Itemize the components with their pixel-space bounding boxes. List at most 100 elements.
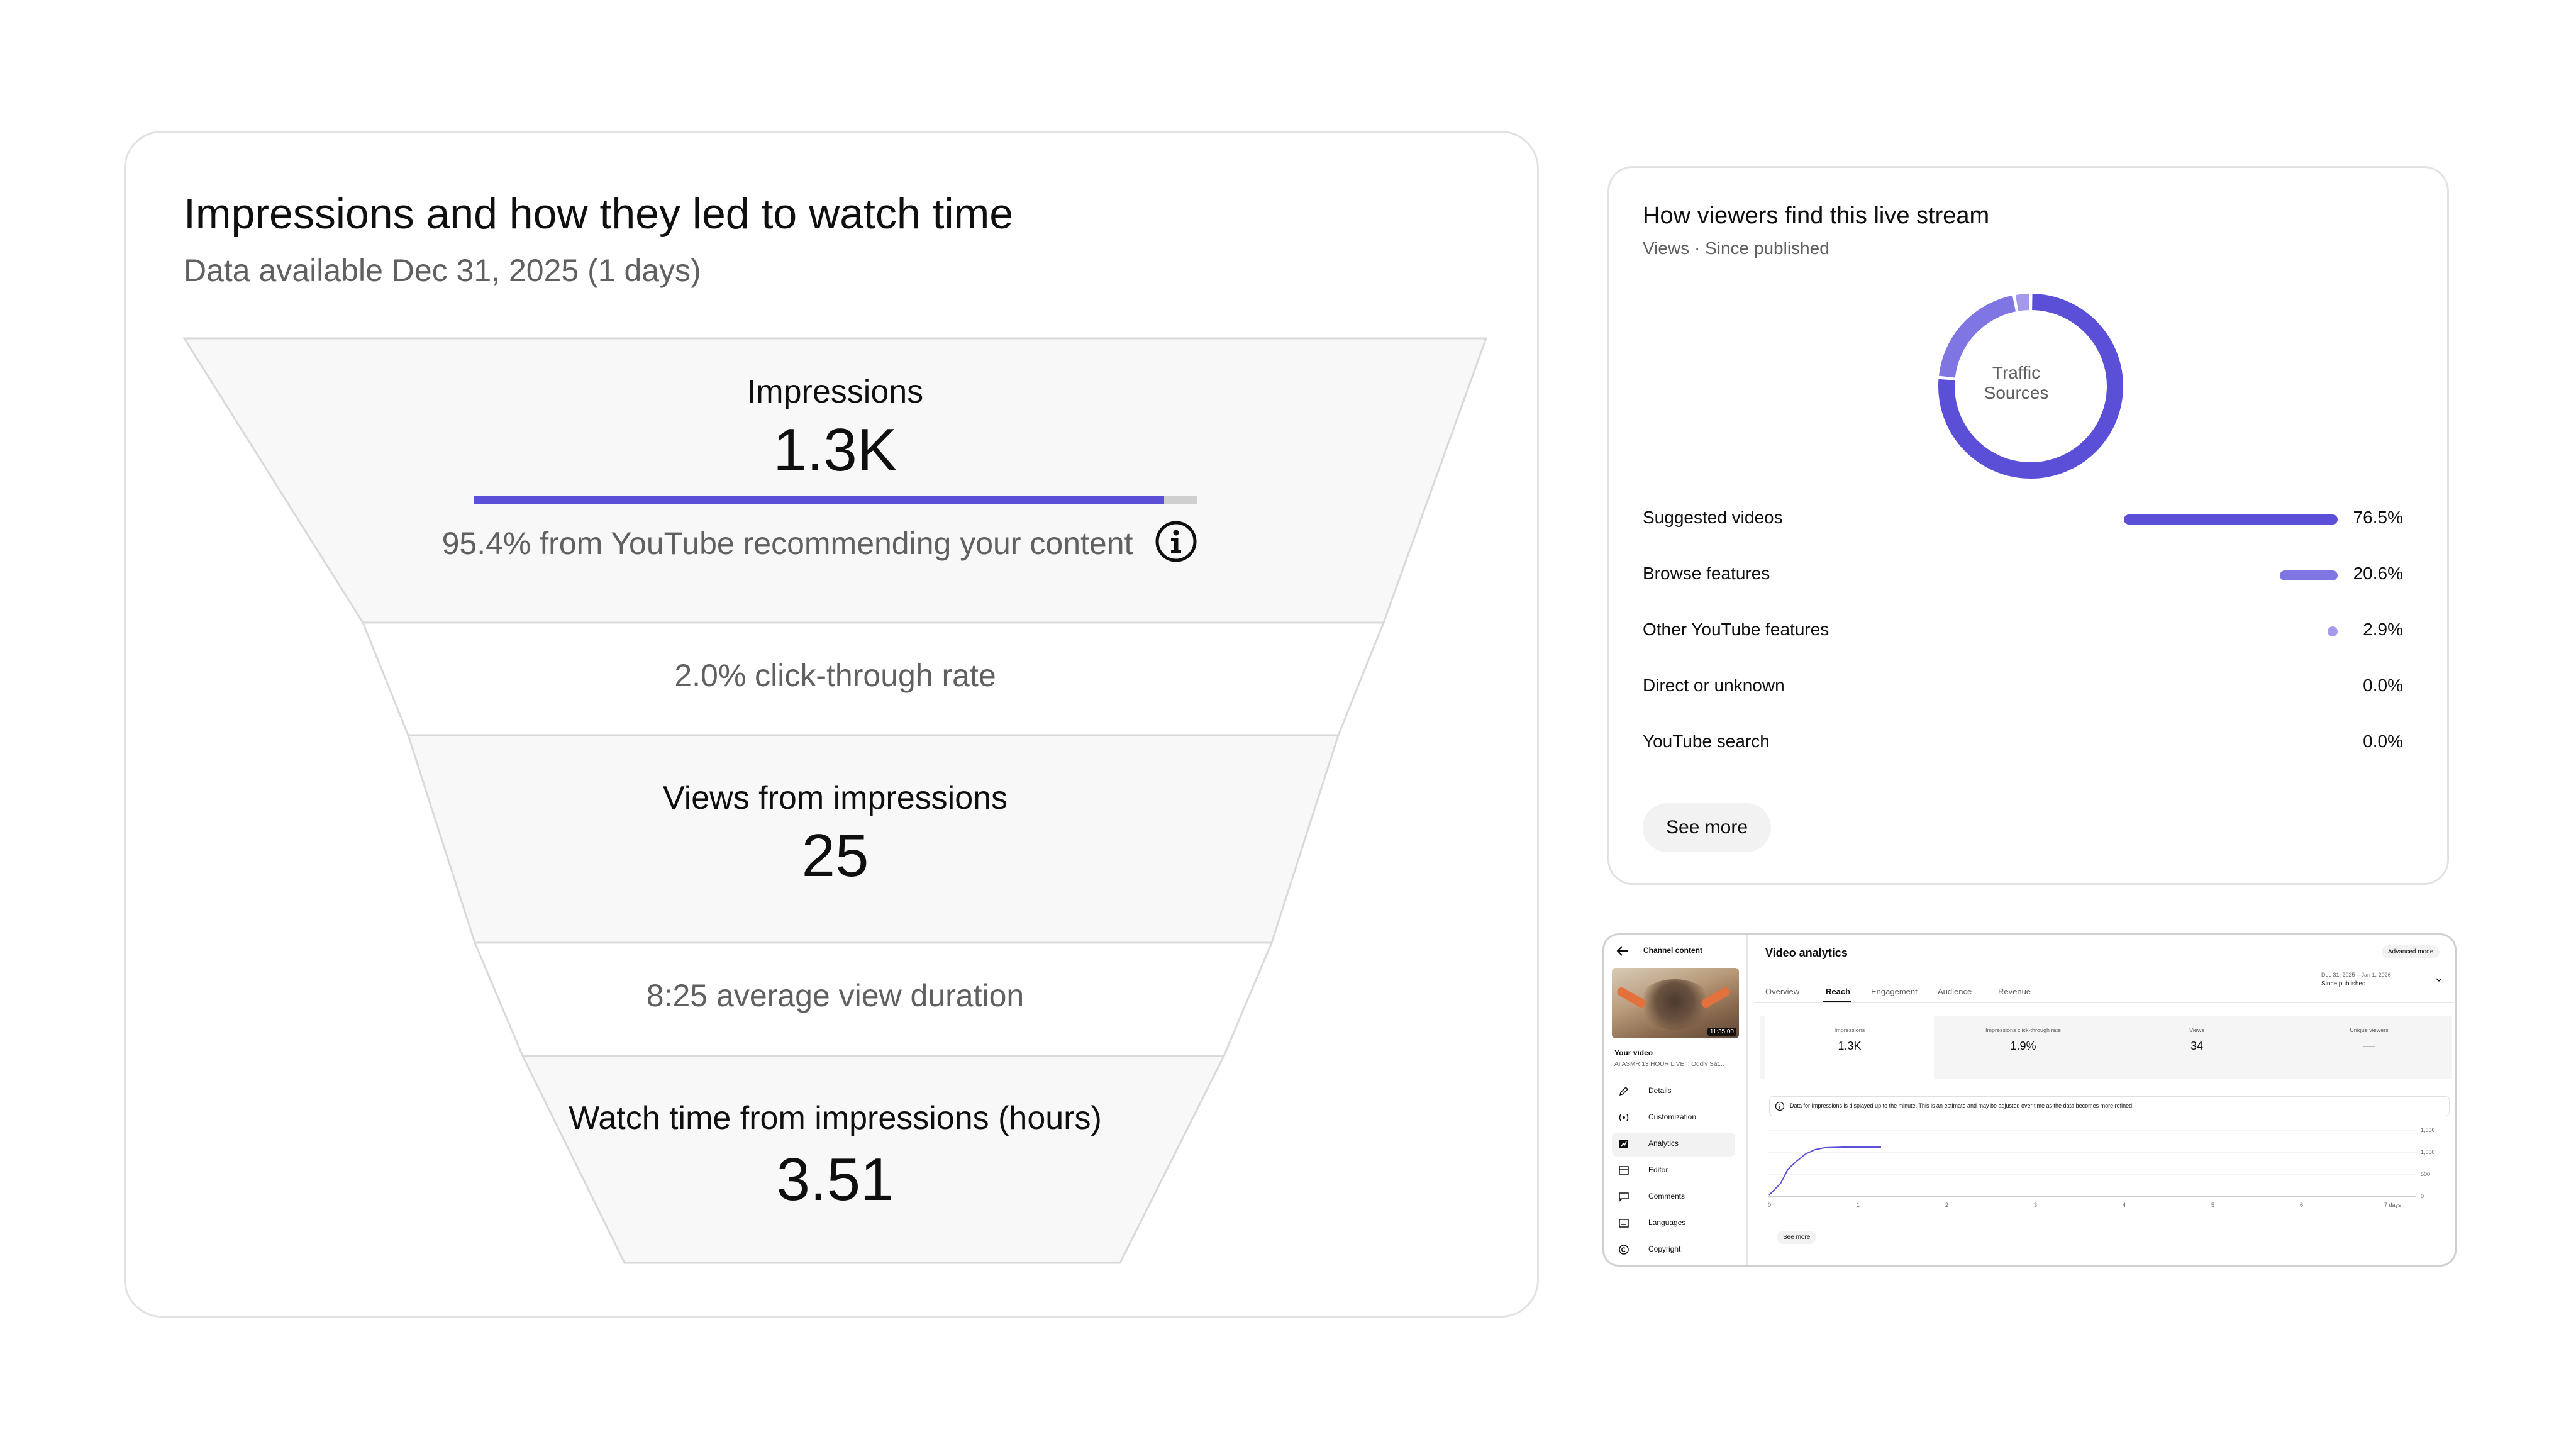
sidebar-item-label: Languages <box>1648 1218 1686 1227</box>
subtitles-icon <box>1619 1219 1629 1228</box>
comments-icon <box>1619 1192 1629 1202</box>
video-analytics-preview: Channel content 11:35:00 Your video AI A… <box>1602 933 2457 1267</box>
mini-see-more-button[interactable]: See more <box>1777 1231 1817 1244</box>
sidebar-item-label: Comments <box>1648 1192 1685 1201</box>
traffic-source-label: Other YouTube features <box>1643 619 1829 639</box>
metric-card[interactable]: Impressions 1.3K <box>1765 1016 1934 1079</box>
sidebar-item-editor[interactable]: Editor <box>1612 1159 1735 1183</box>
x-tick-label: 3 <box>2034 1202 2037 1208</box>
notice-text: Data for Impressions is displayed up to … <box>1790 1102 2134 1109</box>
chevron-down-icon[interactable] <box>2434 975 2443 984</box>
impressions-funnel-card: Impressions and how they led to watch ti… <box>124 131 1539 1318</box>
donut-label-line-1: Traffic <box>1992 363 2041 382</box>
metric-value: 1.3K <box>1838 1040 1862 1052</box>
traffic-source-bar <box>2328 626 2338 636</box>
donut-slice <box>1938 295 2016 378</box>
recommended-share-fill <box>474 496 1164 504</box>
sidebar-item-copyright[interactable]: Copyright <box>1612 1238 1735 1262</box>
tab-overview[interactable]: Overview <box>1765 987 1800 996</box>
recommended-share-text: 95.4% from YouTube recommending your con… <box>441 526 1133 561</box>
x-tick-label: 0 <box>1768 1202 1771 1208</box>
metric-card[interactable]: Impressions click-through rate 1.9% <box>1939 1016 2107 1079</box>
donut-slice <box>1938 294 2123 479</box>
traffic-source-pct: 76.5% <box>2353 508 2403 527</box>
advanced-mode-button[interactable]: Advanced mode <box>2382 945 2440 958</box>
traffic-source-pct: 0.0% <box>2363 675 2403 695</box>
watch-time-label: Watch time from impressions (hours) <box>569 1100 1102 1136</box>
sidebar-item-label: Analytics <box>1648 1139 1679 1148</box>
date-range-sub[interactable]: Since published <box>2321 980 2366 987</box>
x-tick-label: 5 <box>2211 1202 2214 1208</box>
traffic-source-label: Browse features <box>1643 564 1770 583</box>
metric-card[interactable]: Views 34 <box>2112 1016 2281 1079</box>
sidebar-item-customization[interactable]: Customization <box>1612 1106 1735 1130</box>
metric-label: Impressions <box>1834 1027 1865 1033</box>
views-label: Views from impressions <box>662 780 1008 816</box>
sidebar-item-label: Copyright <box>1648 1245 1681 1253</box>
metric-value: — <box>2363 1040 2375 1052</box>
traffic-source-bar <box>2280 570 2338 580</box>
donut-label-line-2: Sources <box>1984 383 2049 402</box>
active-tab-indicator <box>1823 1001 1851 1002</box>
metric-value: 1.9% <box>2010 1040 2036 1052</box>
tab-reach[interactable]: Reach <box>1826 987 1851 996</box>
traffic-subtitle: Views · Since published <box>1643 238 1829 258</box>
editor-icon <box>1619 1166 1629 1175</box>
x-tick-label: 7 days <box>2384 1202 2401 1208</box>
copyright-icon <box>1619 1245 1629 1255</box>
pencil-icon <box>1619 1086 1629 1096</box>
sidebar-item-label: Customization <box>1648 1113 1697 1121</box>
y-tick-label: 500 <box>2421 1171 2430 1177</box>
thumbnail-duration: 11:35:00 <box>1707 1028 1736 1036</box>
tab-audience[interactable]: Audience <box>1938 987 1972 996</box>
video-thumbnail[interactable]: 11:35:00 <box>1612 968 1739 1038</box>
see-more-button[interactable]: See more <box>1643 803 1771 852</box>
sidebar-item-label: Editor <box>1648 1165 1668 1174</box>
info-icon <box>1775 1101 1785 1111</box>
traffic-source-label: Suggested videos <box>1643 508 1783 527</box>
channel-content-link[interactable]: Channel content <box>1643 946 1703 955</box>
traffic-source-bar <box>2124 514 2338 525</box>
metric-label: Impressions click-through rate <box>1985 1027 2062 1033</box>
donut-slice <box>2015 294 2030 311</box>
views-value: 25 <box>801 822 869 889</box>
x-tick-label: 4 <box>2123 1202 2126 1208</box>
your-video-label: Your video <box>1614 1048 1653 1057</box>
tab-revenue[interactable]: Revenue <box>1998 987 2031 996</box>
sidebar-item-analytics[interactable]: Analytics <box>1612 1133 1735 1157</box>
traffic-source-pct: 0.0% <box>2363 731 2403 751</box>
video-title: AI ASMR 13 HOUR LIVE :: Oddly Sat... <box>1614 1061 1724 1068</box>
traffic-source-pct: 20.6% <box>2353 564 2403 583</box>
y-tick-label: 0 <box>2421 1193 2424 1199</box>
chart-gridlines <box>1768 1130 2416 1197</box>
traffic-sources-card: How viewers find this live stream Views … <box>1607 166 2449 885</box>
metric-card[interactable]: Unique viewers — <box>2286 1016 2452 1079</box>
tabs-divider <box>1755 1002 2453 1003</box>
x-tick-label: 6 <box>2300 1202 2303 1208</box>
y-tick-label: 1,000 <box>2421 1149 2435 1155</box>
sidebar-item-label: Details <box>1648 1086 1672 1095</box>
x-tick-label: 1 <box>1857 1202 1860 1208</box>
traffic-source-pct: 2.9% <box>2363 619 2403 639</box>
traffic-donut-chart <box>1938 294 2123 479</box>
analytics-icon <box>1619 1140 1628 1148</box>
page-title: Video analytics <box>1765 947 1848 959</box>
info-circle-icon[interactable] <box>1154 519 1198 564</box>
impressions-label: Impressions <box>747 374 924 410</box>
tab-engagement[interactable]: Engagement <box>1871 987 1918 996</box>
x-tick-label: 2 <box>1945 1202 1948 1208</box>
funnel-diagram <box>182 337 1488 1264</box>
metric-label: Unique viewers <box>2350 1027 2389 1033</box>
back-arrow-icon[interactable] <box>1616 944 1629 958</box>
funnel-segment-views <box>406 734 1340 944</box>
sidebar-item-details[interactable]: Details <box>1612 1080 1735 1104</box>
date-range[interactable]: Dec 31, 2025 – Jan 1, 2026 <box>2321 972 2391 978</box>
impressions-line-chart: 1,500 1,000 500 0 0 1 2 3 4 5 6 7 days <box>1768 1127 2435 1208</box>
sidebar-item-comments[interactable]: Comments <box>1612 1185 1735 1209</box>
ctr-text: 2.0% click-through rate <box>674 658 996 693</box>
studio-sidebar: Channel content 11:35:00 Your video AI A… <box>1604 935 1748 1265</box>
impressions-series-line <box>1768 1146 1881 1196</box>
metric-value: 34 <box>2190 1040 2204 1052</box>
traffic-source-label: Direct or unknown <box>1643 675 1785 695</box>
sidebar-item-languages[interactable]: Languages <box>1612 1212 1735 1236</box>
